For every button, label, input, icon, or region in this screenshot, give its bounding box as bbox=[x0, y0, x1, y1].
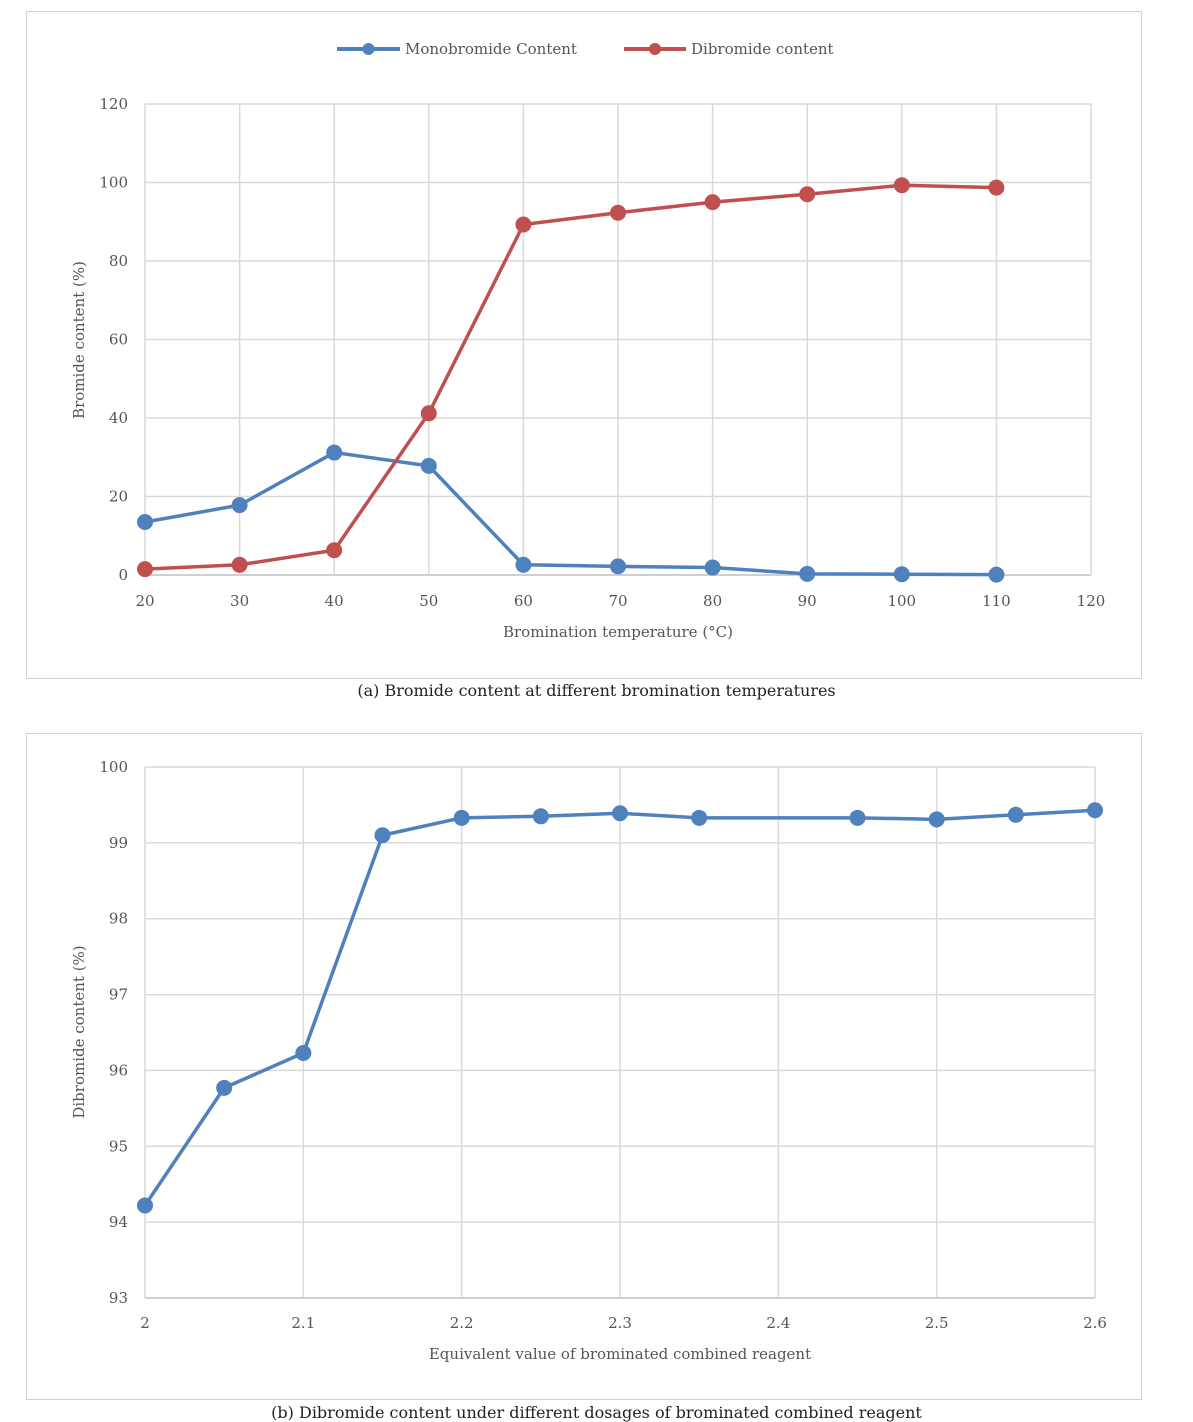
chart-a-caption: (a) Bromide content at different bromina… bbox=[357, 681, 836, 700]
y-tick-label: 60 bbox=[109, 331, 128, 349]
x-tick-label: 80 bbox=[703, 592, 722, 610]
data-point bbox=[326, 542, 343, 559]
data-point bbox=[799, 186, 816, 203]
y-tick-label: 120 bbox=[99, 95, 128, 113]
x-tick-label: 30 bbox=[230, 592, 249, 610]
data-point bbox=[893, 177, 910, 194]
data-point bbox=[612, 805, 628, 822]
x-tick-label: 110 bbox=[982, 592, 1011, 610]
x-tick-label: 70 bbox=[608, 592, 627, 610]
x-tick-label: 50 bbox=[419, 592, 438, 610]
data-point bbox=[374, 827, 391, 844]
x-axis-title: Bromination temperature (°C) bbox=[503, 623, 733, 641]
x-tick-label: 2.1 bbox=[291, 1314, 315, 1332]
y-axis-title: Dibromide content (%) bbox=[70, 945, 88, 1118]
data-point bbox=[515, 216, 532, 233]
data-point bbox=[704, 194, 721, 211]
legend-label: Dibromide content bbox=[691, 40, 834, 58]
data-point bbox=[610, 558, 626, 575]
data-point bbox=[928, 811, 945, 828]
data-point bbox=[988, 179, 1005, 196]
y-tick-label: 93 bbox=[109, 1289, 128, 1307]
x-tick-label: 40 bbox=[325, 592, 344, 610]
y-axis-title: Bromide content (%) bbox=[70, 261, 88, 419]
series-line-monobromide-content bbox=[144, 450, 997, 577]
x-tick-label: 2 bbox=[140, 1314, 150, 1332]
data-point bbox=[420, 405, 437, 422]
data-point bbox=[137, 514, 153, 531]
x-axis-title: Equivalent value of brominated combined … bbox=[429, 1345, 811, 1363]
x-tick-label: 90 bbox=[798, 592, 817, 610]
series-line-dibromide-content bbox=[144, 183, 997, 571]
data-point bbox=[137, 1197, 153, 1214]
series-line-series-0 bbox=[143, 808, 1096, 1207]
chart-b-panel bbox=[26, 733, 1142, 1400]
data-point bbox=[326, 444, 343, 461]
data-point bbox=[704, 559, 721, 576]
y-tick-label: 80 bbox=[109, 252, 128, 270]
y-tick-label: 96 bbox=[109, 1061, 128, 1079]
chart-b-caption: (b) Dibromide content under different do… bbox=[271, 1403, 922, 1422]
legend-swatch-marker bbox=[649, 43, 661, 55]
x-tick-label: 120 bbox=[1077, 592, 1106, 610]
data-point bbox=[453, 809, 470, 826]
x-tick-label: 2.6 bbox=[1083, 1314, 1107, 1332]
data-point bbox=[610, 204, 626, 221]
x-tick-label: 2.3 bbox=[608, 1314, 632, 1332]
x-tick-label: 2.2 bbox=[450, 1314, 474, 1332]
data-point bbox=[893, 566, 910, 583]
data-point bbox=[231, 497, 248, 514]
y-tick-label: 100 bbox=[99, 758, 128, 776]
x-tick-label: 100 bbox=[887, 592, 916, 610]
data-point bbox=[849, 809, 866, 826]
y-tick-label: 20 bbox=[109, 488, 128, 506]
x-tick-label: 2.5 bbox=[925, 1314, 949, 1332]
x-tick-label: 2.4 bbox=[766, 1314, 790, 1332]
data-point bbox=[1087, 802, 1103, 819]
data-point bbox=[216, 1079, 233, 1096]
y-tick-label: 95 bbox=[109, 1137, 128, 1155]
y-tick-label: 0 bbox=[118, 566, 128, 584]
x-tick-label: 20 bbox=[135, 592, 154, 610]
data-point bbox=[1007, 806, 1024, 823]
y-tick-label: 97 bbox=[109, 986, 128, 1004]
data-point bbox=[231, 556, 248, 573]
y-tick-label: 99 bbox=[109, 834, 128, 852]
y-tick-label: 100 bbox=[99, 174, 128, 192]
data-point bbox=[691, 809, 708, 826]
x-tick-label: 60 bbox=[514, 592, 533, 610]
data-point bbox=[515, 556, 532, 573]
y-tick-label: 40 bbox=[109, 409, 128, 427]
data-point bbox=[420, 457, 437, 474]
legend-swatch-marker bbox=[362, 43, 375, 55]
data-point bbox=[295, 1044, 312, 1061]
y-tick-label: 94 bbox=[109, 1213, 128, 1231]
data-point bbox=[799, 565, 816, 582]
data-point bbox=[137, 561, 153, 578]
legend-label: Monobromide Content bbox=[405, 40, 577, 58]
data-point bbox=[532, 808, 549, 825]
y-tick-label: 98 bbox=[109, 910, 128, 928]
data-point bbox=[988, 566, 1005, 583]
